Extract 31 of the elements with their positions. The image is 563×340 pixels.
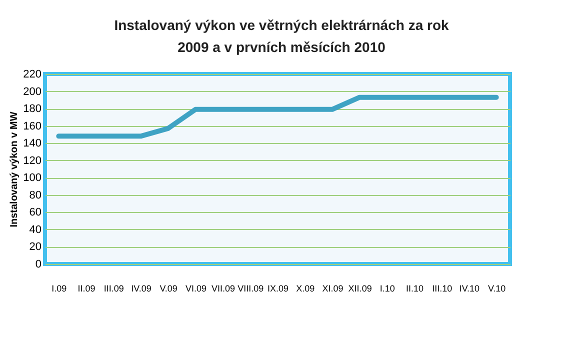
y-tick-label: 160 xyxy=(23,120,42,132)
y-tick-label: 180 xyxy=(23,103,42,116)
x-tick-label: V.09 xyxy=(160,284,178,294)
y-tick-label: 40 xyxy=(29,224,42,236)
x-tick-label: I.10 xyxy=(380,284,395,294)
x-tick-label: II.09 xyxy=(78,284,96,294)
y-tick-label: 0 xyxy=(35,258,42,270)
y-tick-label: 60 xyxy=(29,206,42,219)
x-tick-label: IV.09 xyxy=(131,284,152,294)
y-tick-label: 200 xyxy=(23,86,42,98)
x-tick-label: I.09 xyxy=(52,284,67,294)
y-axis-title: Instalovaný výkon v MW xyxy=(9,111,20,228)
y-tick-label: 140 xyxy=(23,138,42,150)
x-tick-label: VI.09 xyxy=(185,284,206,294)
y-tick-label: 80 xyxy=(29,189,42,202)
x-tick-label: III.09 xyxy=(104,284,124,294)
x-tick-label: VIII.09 xyxy=(238,284,264,294)
x-tick-label: IV.10 xyxy=(459,284,480,294)
x-tick-label: XI.09 xyxy=(322,284,344,294)
y-tick-label: 220 xyxy=(23,68,42,80)
x-tick-label: X.09 xyxy=(296,284,315,294)
x-tick-label: IX.09 xyxy=(267,284,289,294)
x-tick-label: II.10 xyxy=(406,284,424,294)
x-tick-label: III.10 xyxy=(432,284,452,294)
x-tick-label: VII.09 xyxy=(212,284,236,294)
y-tick-label: 20 xyxy=(29,241,42,254)
y-tick-label: 100 xyxy=(23,172,42,184)
x-tick-label: XII.09 xyxy=(348,284,372,294)
x-tick-label: V.10 xyxy=(488,284,506,294)
chart-title: Instalovaný výkon ve větrných elektrárnách za rok 2009 a v prvních měsících 2010 xyxy=(113,16,450,57)
y-tick-label: 120 xyxy=(23,154,42,167)
